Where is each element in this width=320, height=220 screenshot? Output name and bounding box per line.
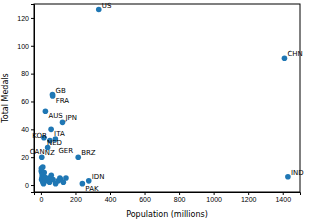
point (285, 174, 291, 180)
point-label: PAK (85, 185, 99, 193)
tick-label: 40 (21, 126, 29, 133)
point-label: US (102, 2, 112, 10)
point-label: GB (55, 87, 65, 95)
tick-label: 200 (70, 196, 82, 203)
point (60, 120, 66, 126)
tick: 1400 (275, 192, 291, 203)
point-label: BRZ (81, 149, 96, 157)
tick-label: 1400 (275, 196, 291, 203)
point-label: ITA (54, 130, 65, 138)
tick: 400 (105, 192, 117, 203)
point (80, 181, 86, 187)
tick-label: 120 (17, 15, 29, 22)
point-label: JPN (65, 114, 78, 122)
point (63, 175, 69, 181)
tick: 0 (39, 192, 43, 203)
x-axis-title: Population (millions) (126, 210, 208, 219)
point (40, 164, 46, 170)
point (48, 127, 54, 133)
points (38, 7, 290, 187)
tick-label: 1200 (241, 196, 257, 203)
point-label: FRA (56, 97, 70, 105)
frame (34, 4, 300, 192)
point (43, 108, 49, 114)
tick: 80 (21, 70, 34, 77)
tick-label: 20 (21, 154, 29, 161)
tick-label: 60 (21, 98, 29, 105)
point-label: NED (47, 139, 62, 147)
point (96, 7, 102, 13)
tick: 120 (17, 15, 34, 22)
tick-label: 80 (21, 70, 29, 77)
y-axis-title: Total Medals (1, 73, 10, 123)
tick-label: 400 (105, 196, 117, 203)
tick: 1000 (206, 192, 222, 203)
tick: 0 (25, 182, 34, 189)
point-label: KOR (32, 132, 47, 140)
tick: 600 (139, 192, 151, 203)
point (75, 154, 81, 160)
point-label: CHN (287, 50, 302, 58)
tick-label: 0 (39, 196, 43, 203)
point-label: IDN (92, 173, 105, 181)
point (282, 56, 288, 62)
tick: 60 (21, 98, 34, 105)
tick-label: 1000 (206, 196, 222, 203)
point-label: IND (291, 169, 304, 177)
tick: 200 (70, 192, 82, 203)
tick-label: 100 (17, 43, 29, 50)
y-axis: 0 20 40 60 80 100 120 (17, 5, 34, 193)
tick: 800 (174, 192, 186, 203)
tick-label: 600 (139, 196, 151, 203)
point (86, 178, 92, 184)
chart: 0 200 400 600 800 1000 1200 1400 0 20 40 60 80 100 120… (0, 0, 320, 220)
point-label: CAN (30, 148, 45, 156)
tick-label: 0 (25, 182, 29, 189)
x-axis: 0 200 400 600 800 1000 1200 1400 (35, 192, 301, 203)
point-labels: US CHN GB FRA AUSJPNITANEDGER KOR CAN BRZ NZ IND I… (30, 2, 304, 193)
point-label: NZ (45, 149, 55, 157)
tick: 100 (17, 43, 34, 50)
tick-label: 800 (174, 196, 186, 203)
point-label: GER (58, 147, 73, 155)
tick: 1200 (241, 192, 257, 203)
axis-line (35, 193, 301, 196)
point-label: AUS (48, 112, 63, 120)
